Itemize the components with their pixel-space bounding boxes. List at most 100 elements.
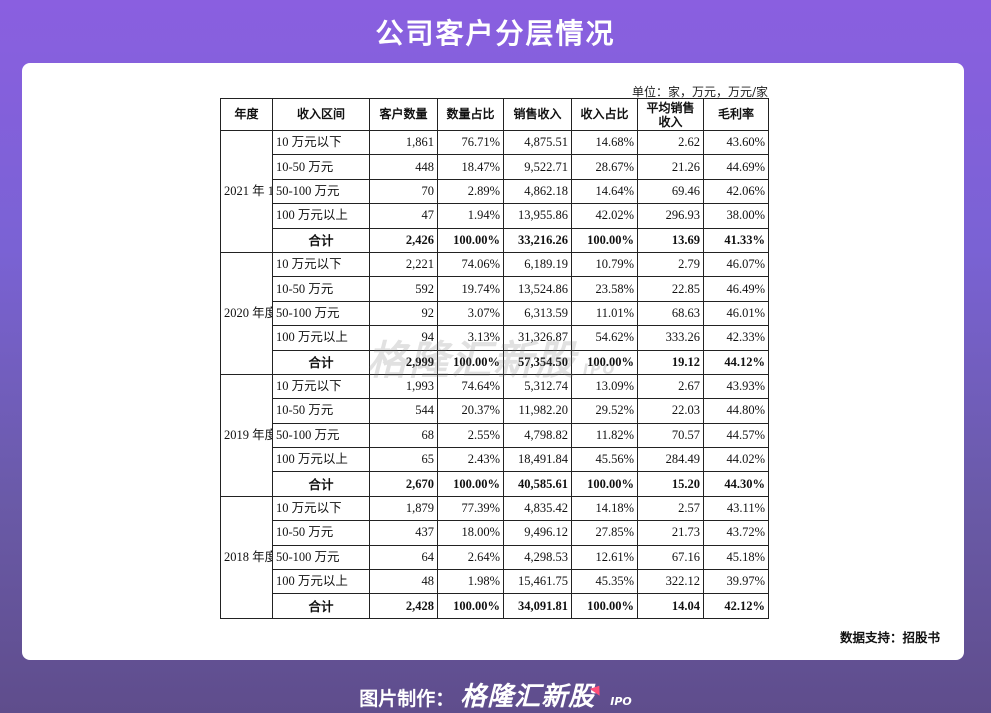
table-row: 2019 年度 10 万元以下 1,993 74.64% 5,312.74 13.09% 2… xyxy=(220,373,769,497)
avg-cell: 284.49 xyxy=(637,447,704,473)
col-header-avg: 平均销售收入 xyxy=(637,98,704,131)
count-pct-cell: 100.00% xyxy=(437,227,504,253)
count-pct-cell: 1.94% xyxy=(437,203,504,229)
avg-cell: 13.69 xyxy=(637,227,704,253)
table-row: 2020 年度 10 万元以下 2,221 74.06% 6,189.19 10.79% 2… xyxy=(220,251,769,375)
unit-note: 单位：家，万元，万元/家 xyxy=(631,85,768,99)
range-cell: 10-50 万元 xyxy=(272,154,370,180)
table-row: 50-100 万元 64 2.64% 4,298.53 12.61% 67.16 45.18… xyxy=(221,544,769,571)
col-header-year: 年度 xyxy=(220,98,273,131)
count-cell: 2,426 xyxy=(369,227,438,253)
count-cell: 2,670 xyxy=(369,471,438,497)
table-total-row: 合计 2,999 100.00% 57,354.50 100.00% 19.12 44.12… xyxy=(221,349,769,375)
rev-pct-cell: 12.61% xyxy=(571,544,638,571)
rev-pct-cell: 11.82% xyxy=(571,422,638,449)
revenue-cell: 40,585.61 xyxy=(503,471,572,497)
count-pct-cell: 74.06% xyxy=(437,251,504,278)
rev-pct-cell: 14.18% xyxy=(571,495,638,522)
count-cell: 47 xyxy=(369,203,438,229)
margin-cell: 44.30% xyxy=(703,471,769,497)
rev-pct-cell: 42.02% xyxy=(571,203,638,229)
revenue-cell: 18,491.84 xyxy=(503,447,572,473)
count-cell: 94 xyxy=(369,325,438,351)
avg-cell: 68.63 xyxy=(637,300,704,327)
avg-cell: 14.04 xyxy=(637,593,704,619)
revenue-cell: 4,798.82 xyxy=(503,422,572,449)
table-row: 100 万元以上 94 3.13% 31,326.87 54.62% 333.26 42.3… xyxy=(221,325,769,351)
count-pct-cell: 77.39% xyxy=(437,495,504,522)
range-cell: 100 万元以上 xyxy=(272,325,370,351)
col-header-rev-pct: 收入占比 xyxy=(571,98,638,131)
count-pct-cell: 18.47% xyxy=(437,154,504,180)
footer-brand-logo: 格隆汇新股 xyxy=(460,682,596,712)
margin-cell: 44.57% xyxy=(703,422,769,449)
count-cell: 70 xyxy=(369,178,438,205)
table-row: 10-50 万元 592 19.74% 13,524.86 23.58% 22.85 46.… xyxy=(221,276,769,302)
count-cell: 1,993 xyxy=(369,373,438,400)
rev-pct-cell: 54.62% xyxy=(571,325,638,351)
revenue-cell: 9,496.12 xyxy=(503,520,572,546)
count-cell: 2,221 xyxy=(369,251,438,278)
range-cell: 合计 xyxy=(272,349,370,375)
avg-cell: 19.12 xyxy=(637,349,704,375)
range-cell: 10-50 万元 xyxy=(272,276,370,302)
table-row: 10-50 万元 437 18.00% 9,496.12 27.85% 21.73 43.7… xyxy=(221,520,769,546)
margin-cell: 46.07% xyxy=(703,251,769,278)
col-header-revenue: 销售收入 xyxy=(503,98,572,131)
count-pct-cell: 3.13% xyxy=(437,325,504,351)
customer-tier-table: 年度 收入区间 客户数量 数量占比 销售收入 收入占比 平均销售收入 毛利率 2… xyxy=(220,98,769,619)
range-cell: 50-100 万元 xyxy=(272,544,370,571)
count-cell: 68 xyxy=(369,422,438,449)
count-pct-cell: 100.00% xyxy=(437,349,504,375)
range-cell: 100 万元以上 xyxy=(272,569,370,595)
col-header-count-pct: 数量占比 xyxy=(437,98,504,131)
count-pct-cell: 2.43% xyxy=(437,447,504,473)
table-row: 10-50 万元 544 20.37% 11,982.20 29.52% 22.03 44.… xyxy=(221,398,769,424)
avg-cell: 15.20 xyxy=(637,471,704,497)
rev-pct-cell: 11.01% xyxy=(571,300,638,327)
revenue-cell: 9,522.71 xyxy=(503,154,572,180)
col-header-range: 收入区间 xyxy=(272,98,370,131)
margin-cell: 43.60% xyxy=(703,129,769,156)
table-row: 2018 年度 10 万元以下 1,879 77.39% 4,835.42 14.18% 2… xyxy=(220,495,769,619)
rev-pct-cell: 100.00% xyxy=(571,471,638,497)
table-total-row: 合计 2,426 100.00% 33,216.26 100.00% 13.69 41.33… xyxy=(221,227,769,253)
count-pct-cell: 100.00% xyxy=(437,593,504,619)
source-note: 数据支持：招股书 xyxy=(839,630,940,645)
avg-cell: 2.57 xyxy=(637,495,704,522)
count-pct-cell: 100.00% xyxy=(437,471,504,497)
page-title: 公司客户分层情况 xyxy=(375,17,616,50)
rev-pct-cell: 45.35% xyxy=(571,569,638,595)
rev-pct-cell: 100.00% xyxy=(571,227,638,253)
rev-pct-cell: 28.67% xyxy=(571,154,638,180)
revenue-cell: 57,354.50 xyxy=(503,349,572,375)
count-cell: 1,861 xyxy=(369,129,438,156)
rev-pct-cell: 10.79% xyxy=(571,251,638,278)
rev-pct-cell: 14.64% xyxy=(571,178,638,205)
count-pct-cell: 3.07% xyxy=(437,300,504,327)
footer-label: 图片制作： xyxy=(359,688,455,710)
table-row: 100 万元以上 47 1.94% 13,955.86 42.02% 296.93 38.0… xyxy=(221,203,769,229)
range-cell: 10-50 万元 xyxy=(272,398,370,424)
avg-cell: 67.16 xyxy=(637,544,704,571)
revenue-cell: 4,298.53 xyxy=(503,544,572,571)
revenue-cell: 4,835.42 xyxy=(503,495,572,522)
range-cell: 100 万元以上 xyxy=(272,203,370,229)
margin-cell: 42.06% xyxy=(703,178,769,205)
margin-cell: 44.02% xyxy=(703,447,769,473)
table-row: 50-100 万元 92 3.07% 6,313.59 11.01% 68.63 46.01… xyxy=(221,300,769,327)
range-cell: 10 万元以下 xyxy=(272,129,370,156)
count-cell: 48 xyxy=(369,569,438,595)
year-cell: 2018 年度 xyxy=(220,495,273,619)
range-cell: 10 万元以下 xyxy=(272,373,370,400)
range-cell: 50-100 万元 xyxy=(272,422,370,449)
range-cell: 10 万元以下 xyxy=(272,495,370,522)
table-row: 50-100 万元 70 2.89% 4,862.18 14.64% 69.46 42.06… xyxy=(221,178,769,205)
avg-cell: 22.85 xyxy=(637,276,704,302)
avg-cell: 70.57 xyxy=(637,422,704,449)
revenue-cell: 13,524.86 xyxy=(503,276,572,302)
year-cell: 2020 年度 xyxy=(220,251,273,375)
count-pct-cell: 20.37% xyxy=(437,398,504,424)
avg-cell: 322.12 xyxy=(637,569,704,595)
col-header-count: 客户数量 xyxy=(369,98,438,131)
